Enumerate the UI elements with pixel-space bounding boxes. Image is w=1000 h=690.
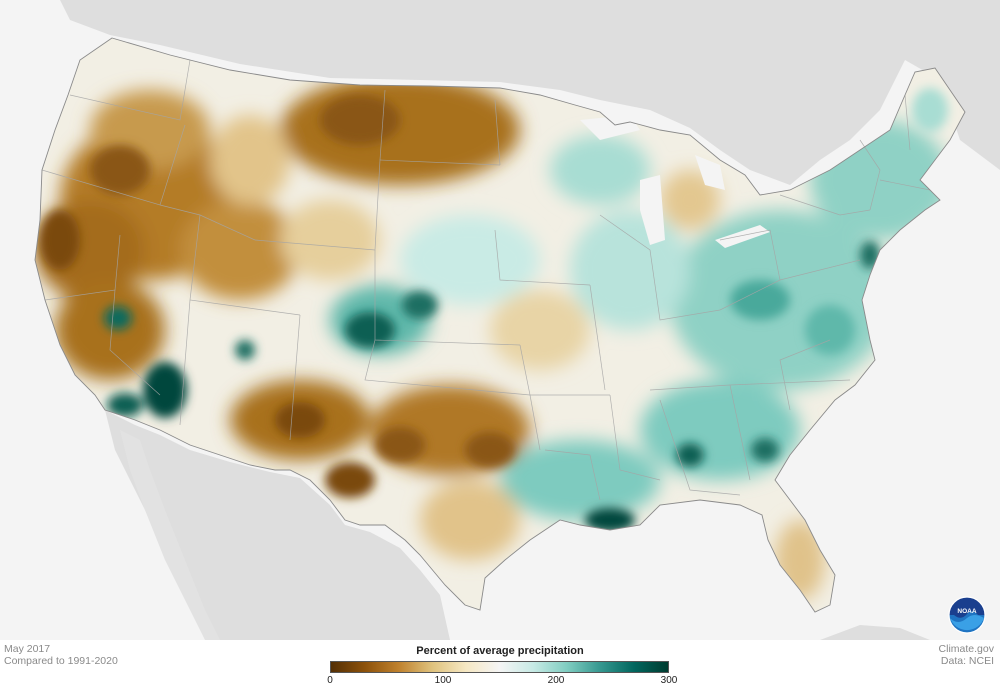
noaa-logo-text: NOAA [957, 608, 976, 615]
footer: May 2017 Compared to 1991-2020 Climate.g… [0, 640, 1000, 690]
site-label: Climate.gov [938, 643, 994, 655]
precip-blobs-small [40, 88, 948, 532]
legend-tick-100: 100 [434, 675, 452, 686]
footer-meta-right: Climate.gov Data: NCEI [939, 643, 994, 667]
noaa-logo: NOAA [948, 596, 986, 634]
legend-tick-300: 300 [660, 675, 678, 686]
lake-michigan [640, 175, 665, 245]
us-outline [34, 37, 966, 613]
cuba-landmass [820, 625, 930, 640]
canada-landmass [60, 0, 1000, 185]
footer-meta-left: May 2017 Compared to 1991-2020 [4, 643, 118, 667]
date-label: May 2017 [4, 643, 51, 655]
legend-color-bar [330, 661, 669, 673]
lake-huron [695, 155, 725, 190]
source-label: Data: NCEI [940, 655, 994, 667]
precipitation-map [34, 0, 1000, 640]
state-borders [41, 59, 931, 501]
legend-tick-0: 0 [327, 675, 333, 686]
legend-title: Percent of average precipitation [416, 645, 584, 657]
legend-tick-200: 200 [547, 675, 565, 686]
lake-erie [715, 225, 770, 248]
baseline-label: Compared to 1991-2020 [4, 655, 118, 667]
baja-peninsula [120, 430, 220, 640]
